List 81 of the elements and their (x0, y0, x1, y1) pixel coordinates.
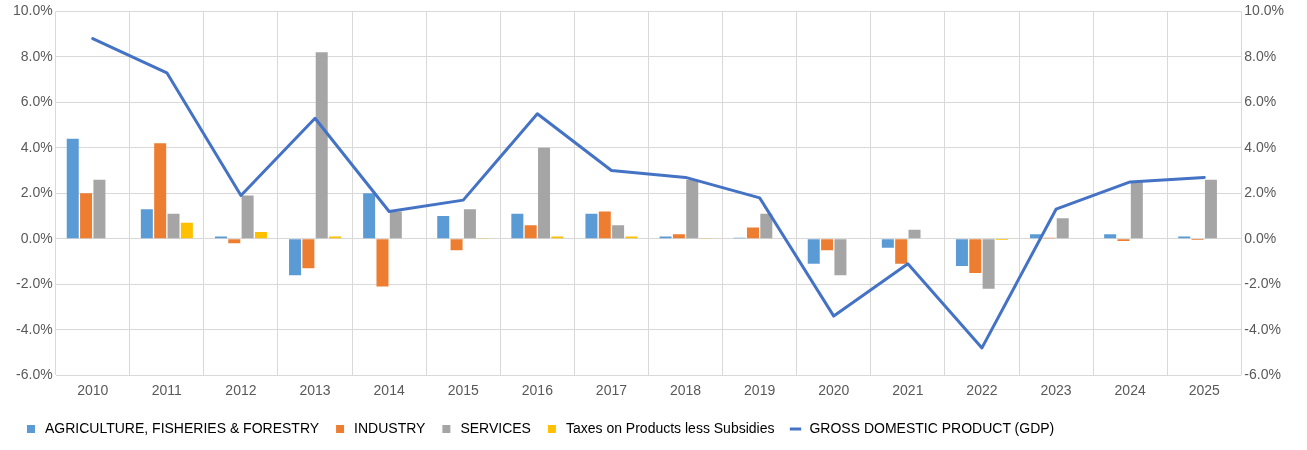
bar (93, 179, 106, 239)
y2-tick-label: -6.0% (1244, 366, 1281, 383)
bar (982, 239, 995, 289)
bar (881, 239, 894, 248)
x-tick-label: 2013 (299, 382, 331, 399)
x-tick-label: 2016 (521, 382, 554, 399)
bar (908, 229, 921, 239)
legend-label: SERVICES (460, 419, 531, 436)
bar (807, 239, 820, 264)
bar (315, 52, 328, 239)
x-tick-label: 2024 (1114, 382, 1146, 399)
y2-tick-label: 4.0% (1244, 138, 1277, 155)
x-tick-label: 2012 (225, 382, 257, 399)
bar (612, 225, 625, 239)
bar (524, 225, 537, 239)
x-tick-label: 2020 (818, 382, 850, 399)
x-tick-label: 2018 (669, 382, 702, 399)
bar (180, 222, 193, 239)
legend-label: Taxes on Products less Subsidies (565, 419, 775, 436)
y-tick-label: 4.0% (20, 138, 53, 155)
y-tick-label: -6.0% (16, 366, 53, 383)
y2-tick-label: 6.0% (1244, 93, 1277, 110)
y-tick-label: 2.0% (20, 184, 53, 201)
bar (598, 211, 611, 239)
x-tick-label: 2025 (1188, 382, 1221, 399)
y2-tick-label: 8.0% (1244, 47, 1277, 64)
bar (450, 239, 463, 251)
y-tick-label: -2.0% (16, 275, 53, 292)
y2-tick-label: 10.0% (1244, 2, 1285, 19)
bar (585, 213, 598, 239)
bar (389, 211, 402, 239)
bar (363, 193, 376, 239)
bar (1056, 218, 1069, 239)
y2-tick-label: -2.0% (1244, 275, 1281, 292)
x-tick-label: 2011 (151, 382, 183, 399)
y-tick-label: 8.0% (20, 47, 53, 64)
bar (1130, 181, 1143, 239)
x-tick-label: 2014 (373, 382, 405, 399)
bar (834, 239, 847, 276)
x-tick-label: 2023 (1040, 382, 1072, 399)
bar (821, 239, 834, 251)
bar (154, 143, 167, 239)
bar (140, 209, 153, 239)
bar (1204, 179, 1217, 239)
legend-label: INDUSTRY (354, 419, 427, 436)
x-tick-label: 2017 (595, 382, 628, 399)
x-tick-label: 2010 (77, 382, 109, 399)
legend-label: GROSS DOMESTIC PRODUCT (GDP) (809, 419, 1055, 436)
bar (746, 227, 759, 239)
bar (895, 239, 908, 264)
bar (167, 213, 180, 239)
bar (955, 239, 968, 267)
bar (463, 209, 476, 239)
bar (241, 195, 254, 239)
bar (686, 179, 699, 239)
bar (969, 239, 982, 273)
bar (437, 216, 450, 239)
bar (511, 213, 524, 239)
y2-tick-label: -4.0% (1244, 320, 1281, 337)
bar (760, 213, 773, 239)
y-tick-label: 10.0% (12, 2, 53, 19)
bar (302, 239, 315, 269)
bar (1104, 234, 1117, 239)
bar (538, 147, 551, 239)
x-tick-label: 2022 (966, 382, 998, 399)
legend-label: AGRICULTURE, FISHERIES & FORESTRY (45, 419, 320, 436)
bar (289, 239, 302, 276)
bar (80, 193, 93, 239)
x-tick-label: 2019 (744, 382, 776, 399)
bar (66, 138, 79, 239)
bar (254, 231, 267, 239)
y-tick-label: 6.0% (20, 93, 53, 110)
x-tick-label: 2021 (892, 382, 924, 399)
y2-tick-label: 2.0% (1244, 184, 1277, 201)
y2-tick-label: 0.0% (1244, 229, 1277, 246)
bar (228, 239, 241, 244)
y-tick-label: -4.0% (16, 320, 53, 337)
bar (376, 239, 389, 287)
x-tick-label: 2015 (447, 382, 480, 399)
bar (672, 234, 685, 239)
y-tick-label: 0.0% (20, 229, 53, 246)
